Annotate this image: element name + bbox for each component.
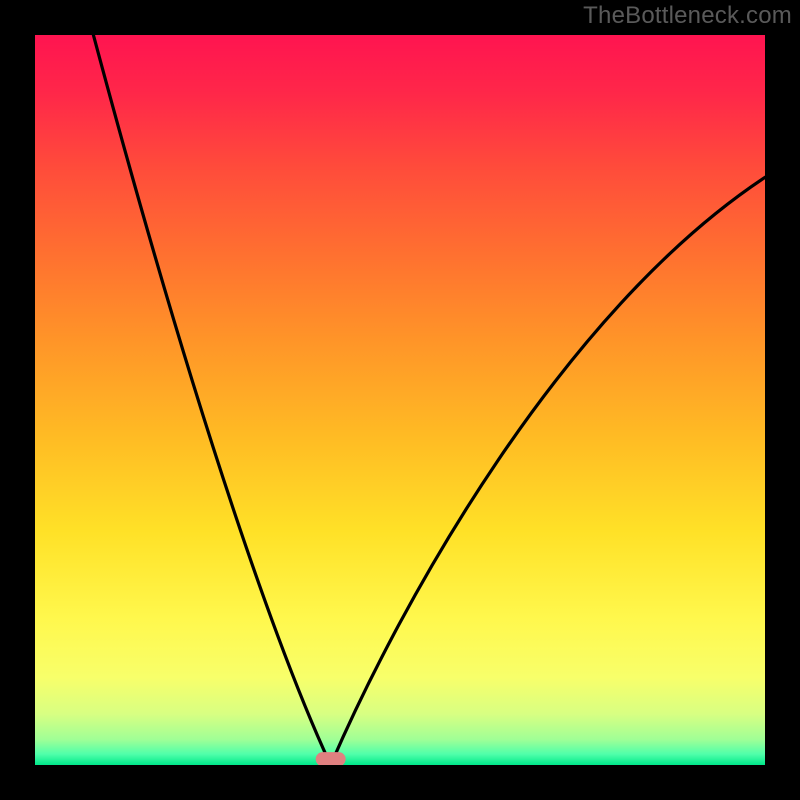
bottleneck-chart-svg [35, 35, 765, 765]
optimum-marker [316, 752, 346, 765]
watermark-text: TheBottleneck.com [583, 2, 792, 30]
plot-area [35, 35, 765, 765]
chart-container: TheBottleneck.com [0, 0, 800, 800]
gradient-background [35, 35, 765, 765]
